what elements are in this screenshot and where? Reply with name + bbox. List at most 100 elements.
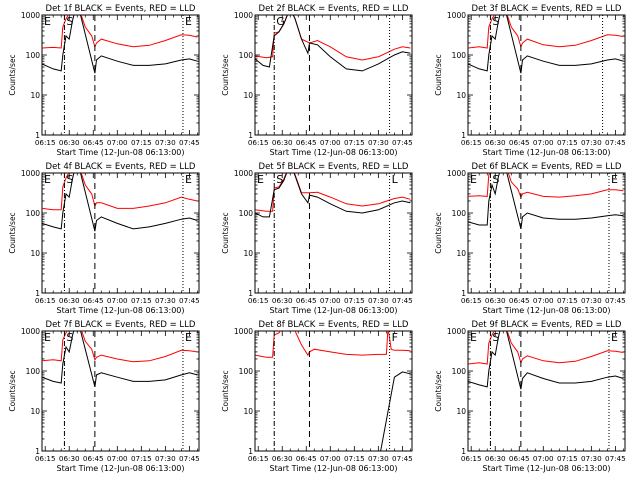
- y-tick-label: 1000: [447, 327, 466, 336]
- chart-title: Det 4f BLACK = Events, RED = LLD: [46, 162, 196, 172]
- time-marker-label: S: [492, 15, 499, 28]
- series-line-events: [42, 15, 198, 74]
- time-marker-label: E: [611, 173, 618, 186]
- x-tick-label: 07:45: [179, 454, 200, 463]
- series-group: [42, 15, 198, 74]
- y-axis-label: Counts/sec: [221, 54, 230, 95]
- y-tick-label: 10: [456, 249, 466, 258]
- x-tick-label: 07:00: [107, 454, 128, 463]
- y-tick-label: 100: [26, 367, 41, 376]
- x-tick-label: 06:45: [509, 296, 530, 305]
- plot-frame: [254, 172, 413, 294]
- series-group: [468, 15, 624, 74]
- y-tick-label: 1: [461, 447, 466, 456]
- y-tick-label: 1000: [21, 169, 40, 178]
- x-tick-label: 07:00: [533, 296, 554, 305]
- x-axis-label: Start Time (12-Jun-08 06:13:00): [483, 306, 611, 315]
- y-tick-label: 100: [26, 209, 41, 218]
- plot-frame: [41, 172, 200, 294]
- x-tick-label: 07:15: [557, 138, 578, 147]
- chart-panel-3: Det 3f BLACK = Events, RED = LLD 1 10 100 10…: [434, 4, 626, 157]
- time-marker-label: G: [276, 15, 285, 28]
- x-tick-label: 06:15: [248, 138, 269, 147]
- chart-panel-1: Det 1f BLACK = Events, RED = LLD 1 10 100 10…: [8, 4, 200, 157]
- y-tick-label: 10: [30, 407, 40, 416]
- time-marker-label: S: [66, 15, 73, 28]
- chart-title: Det 3f BLACK = Events, RED = LLD: [472, 4, 622, 14]
- x-tick-label: 06:30: [272, 296, 293, 305]
- x-tick-label: 07:00: [320, 296, 341, 305]
- series-group: [255, 173, 411, 218]
- chart-panel-2: Det 2f BLACK = Events, RED = LLD 1 10 100 10…: [221, 4, 413, 157]
- y-tick-label: 10: [243, 249, 253, 258]
- time-marker-label: S: [66, 173, 73, 186]
- y-tick-label: 10: [243, 91, 253, 100]
- y-tick-label: 1: [461, 289, 466, 298]
- x-tick-label: 07:45: [392, 296, 413, 305]
- series-line-events: [380, 371, 411, 451]
- y-axis-label: Counts/sec: [8, 54, 17, 95]
- x-tick-label: 06:15: [248, 296, 269, 305]
- x-axis-label: Start Time (12-Jun-08 06:13:00): [57, 464, 185, 473]
- x-tick-label: 06:15: [35, 138, 56, 147]
- y-axis-label: Counts/sec: [434, 54, 443, 95]
- time-marker-label: E: [185, 331, 192, 344]
- time-marker-label: E: [470, 173, 477, 186]
- y-tick-label: 1: [248, 289, 253, 298]
- y-axis-label: Counts/sec: [221, 212, 230, 253]
- plot-frame: [467, 330, 626, 452]
- x-tick-label: 06:15: [461, 454, 482, 463]
- x-tick-label: 06:30: [59, 296, 80, 305]
- y-tick-label: 1000: [234, 327, 253, 336]
- y-tick-label: 100: [452, 209, 467, 218]
- y-tick-label: 10: [30, 91, 40, 100]
- x-tick-label: 07:45: [179, 138, 200, 147]
- time-marker-label: E: [185, 15, 192, 28]
- x-axis-label: Start Time (12-Jun-08 06:13:00): [270, 306, 398, 315]
- x-tick-label: 06:15: [35, 296, 56, 305]
- y-axis-label: Counts/sec: [434, 212, 443, 253]
- chart-panel-8: Det 8f BLACK = Events, RED = LLD 1 10 100 10…: [221, 320, 413, 473]
- plot-frame: [41, 14, 200, 136]
- series-line-events: [255, 173, 411, 218]
- time-marker-label: F: [392, 331, 398, 344]
- x-tick-label: 07:15: [557, 454, 578, 463]
- chart-panel-4: Det 4f BLACK = Events, RED = LLD 1 10 100 10…: [8, 162, 200, 315]
- x-tick-label: 06:45: [296, 454, 317, 463]
- time-marker-label: S: [492, 331, 499, 344]
- y-tick-label: 1: [35, 447, 40, 456]
- plot-frame: [254, 330, 413, 452]
- series-line-lld: [42, 331, 198, 363]
- y-axis-label: Counts/sec: [434, 370, 443, 411]
- plot-frame: [254, 14, 413, 136]
- x-tick-label: 07:00: [533, 454, 554, 463]
- y-tick-label: 1: [248, 131, 253, 140]
- chart-panel-5: Det 5f BLACK = Events, RED = LLD 1 10 100 10…: [221, 162, 413, 315]
- y-tick-label: 100: [26, 51, 41, 60]
- y-axis-label: Counts/sec: [8, 212, 17, 253]
- plot-frame: [467, 14, 626, 136]
- x-tick-label: 07:30: [368, 454, 389, 463]
- y-tick-label: 1000: [21, 327, 40, 336]
- y-tick-label: 10: [243, 407, 253, 416]
- x-tick-label: 06:30: [485, 296, 506, 305]
- series-group: [468, 331, 624, 390]
- series-group: [255, 331, 411, 451]
- x-axis-label: Start Time (12-Jun-08 06:13:00): [483, 464, 611, 473]
- x-tick-label: 07:30: [581, 138, 602, 147]
- x-tick-label: 06:30: [59, 138, 80, 147]
- chart-panel-9: Det 9f BLACK = Events, RED = LLD 1 10 100 10…: [434, 320, 626, 473]
- chart-panel-7: Det 7f BLACK = Events, RED = LLD 1 10 100 10…: [8, 320, 200, 473]
- x-tick-label: 07:00: [107, 296, 128, 305]
- y-tick-label: 1: [461, 131, 466, 140]
- chart-title: Det 2f BLACK = Events, RED = LLD: [259, 4, 409, 14]
- x-tick-label: 07:15: [344, 296, 365, 305]
- x-tick-label: 06:30: [485, 454, 506, 463]
- x-axis-label: Start Time (12-Jun-08 06:13:00): [57, 306, 185, 315]
- x-tick-label: 07:30: [155, 138, 176, 147]
- y-axis-label: Counts/sec: [221, 370, 230, 411]
- chart-title: Det 1f BLACK = Events, RED = LLD: [46, 4, 196, 14]
- x-tick-label: 06:15: [461, 296, 482, 305]
- y-tick-label: 1: [35, 289, 40, 298]
